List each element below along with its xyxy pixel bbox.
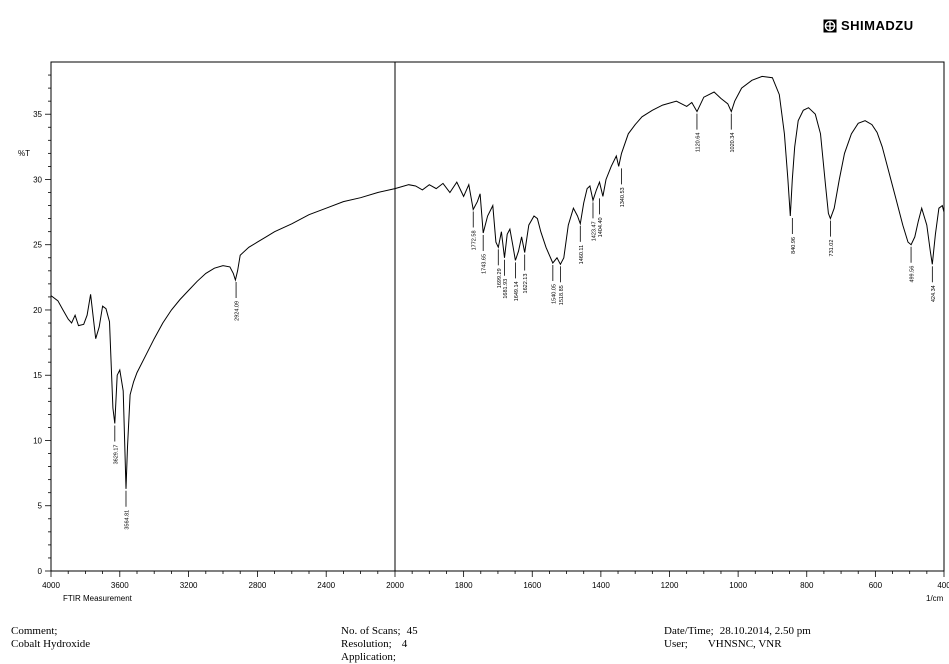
y-tick-label: 0: [38, 567, 43, 576]
peak-label: 1622.13: [523, 274, 529, 294]
y-tick-label: 25: [33, 241, 42, 250]
application-label: Application;: [341, 651, 396, 663]
peak-label: 3564.81: [124, 510, 130, 530]
spectrum-line: [50, 75, 945, 489]
peak-label: 1120.64: [695, 133, 701, 152]
y-tick-label: 15: [33, 371, 42, 380]
comment-label: Comment;: [11, 625, 58, 637]
x-tick-label: 800: [800, 581, 814, 590]
peak-label: 1460.11: [579, 245, 585, 264]
x-tick-label: 3600: [111, 581, 129, 590]
comment-value: Cobalt Hydroxide: [11, 638, 91, 650]
user-label: User;: [664, 638, 688, 650]
x-tick-label: 1200: [661, 581, 679, 590]
y-tick-label: 5: [38, 502, 43, 511]
plot-border: [50, 61, 945, 572]
peak-label: 1649.14: [514, 281, 520, 301]
x-tick-label: 1800: [455, 581, 473, 590]
y-axis: 0 5 10 15 20 25 30 35: [33, 74, 51, 576]
x-tick-label: 4000: [42, 581, 60, 590]
x-tick-label: 2000: [386, 581, 404, 590]
x-axis: 4000 3600 3200 2800 2400 2000 1800 1600 1400 1200…: [42, 571, 949, 590]
peak-label: 499.56: [910, 266, 916, 283]
x-axis-unit: 1/cm: [926, 594, 944, 603]
x-tick-label: 1600: [523, 581, 541, 590]
peak-label: 1772.58: [472, 230, 478, 250]
peak-label: 1518.85: [559, 285, 565, 305]
footer-scan-settings: No. of Scans; 45 Resolution; 4 Application…: [341, 625, 418, 664]
y-tick-label: 20: [33, 306, 42, 315]
peak-label: 1423.47: [591, 221, 597, 241]
peak-label: 731.02: [829, 240, 835, 257]
peak-label: 840.96: [791, 237, 797, 254]
peak-label: 1681.93: [503, 279, 509, 299]
x-tick-label: 400: [937, 581, 949, 590]
y-tick-label: 30: [33, 175, 42, 184]
x-axis-caption: FTIR Measurement: [63, 594, 133, 603]
x-tick-label: 2400: [317, 581, 335, 590]
y-tick-label: 10: [33, 436, 42, 445]
peak-label: 1743.65: [482, 254, 488, 274]
x-tick-label: 2800: [249, 581, 267, 590]
peak-label: 1404.40: [598, 217, 604, 237]
x-tick-label: 600: [869, 581, 883, 590]
peak-label: 1540.05: [551, 284, 557, 304]
peak-label: 2924.09: [235, 301, 241, 321]
x-tick-label: 3200: [180, 581, 198, 590]
x-tick-label: 1000: [729, 581, 747, 590]
resolution-value: 4: [401, 638, 408, 650]
user-value: VHNSNC, VNR: [707, 638, 782, 650]
plot-frame: [50, 61, 945, 572]
peak-label: 3629.17: [113, 445, 119, 465]
peak-label: 1340.53: [620, 187, 626, 207]
peak-label: 424.34: [931, 285, 937, 302]
brand-logo: SHIMADZU: [823, 18, 914, 33]
footer-run-info: Date/Time; 28.10.2014, 2.50 pm User; VHNSN…: [664, 625, 811, 651]
scans-label: No. of Scans;: [341, 625, 401, 637]
peak-labels: 3629.17 3564.81 2924.09 1772.58 1743.65 1699.…: [113, 113, 937, 530]
y-tick-label: 35: [33, 110, 42, 119]
resolution-label: Resolution;: [341, 638, 392, 650]
peak-label: 1699.29: [497, 268, 503, 288]
shimadzu-logo-icon: [823, 19, 837, 32]
datetime-label: Date/Time;: [664, 625, 714, 637]
x-tick-label: 1400: [592, 581, 610, 590]
footer-comment: Comment; Cobalt Hydroxide: [11, 625, 90, 651]
peak-label: 1020.34: [730, 133, 736, 153]
datetime-value: 28.10.2014, 2.50 pm: [719, 625, 811, 637]
y-axis-label: %T: [18, 149, 30, 158]
brand-name: SHIMADZU: [841, 18, 914, 33]
scans-value: 45: [406, 625, 418, 637]
